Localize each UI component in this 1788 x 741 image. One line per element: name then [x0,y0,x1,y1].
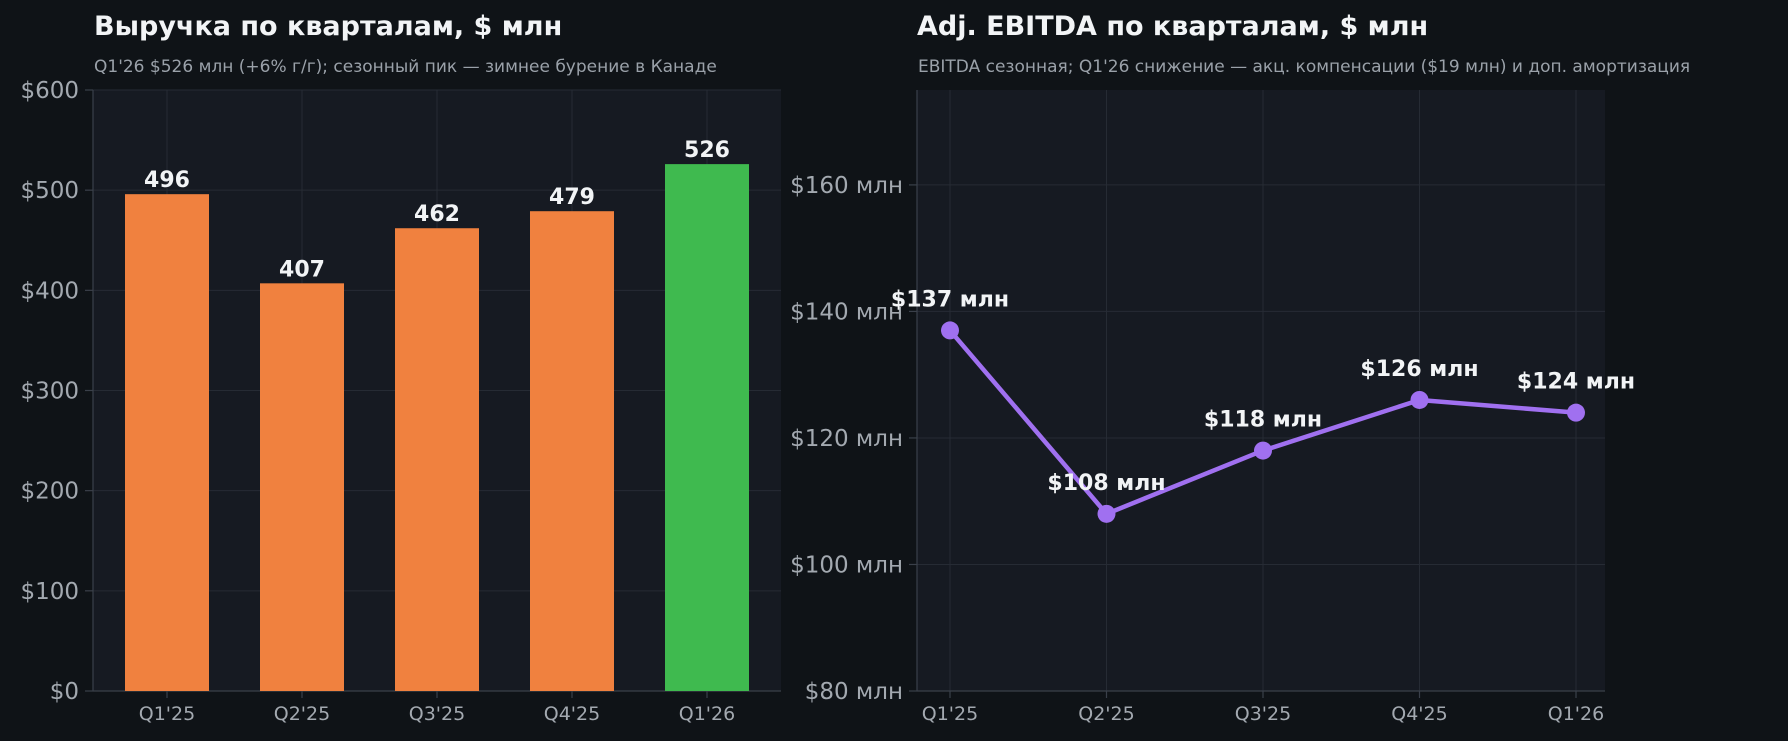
revenue-ytick-label: $0 [50,679,79,705]
ebitda-chart-subtitle: EBITDA сезонная; Q1'26 снижение — акц. к… [918,57,1690,77]
ebitda-xtick-label: Q3'25 [1235,703,1291,725]
revenue-bar-label: 479 [549,185,595,210]
revenue-bar [125,194,209,691]
ebitda-chart-title: Adj. EBITDA по кварталам, $ млн [917,11,1428,42]
revenue-bar [530,211,614,691]
revenue-ytick-label: $500 [20,178,79,204]
ebitda-point [1097,504,1116,523]
revenue-bar-label: 407 [279,257,325,282]
revenue-xtick-label: Q1'25 [139,703,195,725]
revenue-bar-label: 462 [414,202,460,227]
revenue-bar-label: 526 [684,138,730,163]
ebitda-point [941,321,959,340]
revenue-ytick-label: $400 [20,278,79,304]
revenue-ytick-label: $100 [20,579,79,605]
ebitda-chart: Adj. EBITDA по кварталам, $ млн EBITDA с… [790,11,1690,725]
ebitda-ytick-label: $140 млн [790,299,903,325]
revenue-xtick-label: Q1'26 [679,703,735,725]
ebitda-point [1254,441,1272,460]
ebitda-point-label: $108 млн [1047,471,1165,496]
revenue-bar [395,228,479,692]
ebitda-point-label: $118 млн [1204,408,1322,433]
revenue-chart-title: Выручка по кварталам, $ млн [94,11,562,42]
ebitda-ytick-label: $80 млн [805,679,903,705]
ebitda-point [1567,403,1585,422]
revenue-chart: Выручка по кварталам, $ млн Q1'26 $526 м… [20,11,781,725]
ebitda-ytick-label: $120 млн [790,426,903,452]
revenue-ytick-label: $600 [20,78,79,104]
ebitda-series: $137 млн $108 млн $118 млн $126 млн $124 млн [891,287,1635,523]
revenue-bar-label: 496 [144,168,190,193]
revenue-xtick-label: Q3'25 [409,703,465,725]
revenue-bar [665,164,749,691]
revenue-ytick-label: $200 [20,479,79,505]
revenue-xtick-label: Q2'25 [274,703,330,725]
ebitda-axes: $80 млн $100 млн $120 млн $140 млн $160 млн Q… [790,90,1605,725]
ebitda-point-label: $137 млн [891,287,1009,312]
ebitda-point-label: $124 млн [1517,370,1635,395]
ebitda-xtick-label: Q2'25 [1078,703,1134,725]
ebitda-ytick-label: $160 млн [790,173,903,199]
ebitda-point-label: $126 млн [1360,357,1478,382]
revenue-bars: 496 407 462 479 526 [125,138,749,692]
ebitda-xtick-label: Q1'26 [1548,703,1604,725]
revenue-ytick-label: $300 [20,379,79,405]
ebitda-ytick-label: $100 млн [790,552,903,578]
revenue-chart-subtitle: Q1'26 $526 млн (+6% г/г); сезонный пик —… [94,57,717,77]
ebitda-plot-area [917,90,1605,691]
ebitda-point [1410,390,1429,409]
revenue-bar [260,283,344,691]
ebitda-xtick-label: Q1'25 [922,703,978,725]
revenue-xtick-label: Q4'25 [544,703,600,725]
ebitda-xtick-label: Q4'25 [1391,703,1447,725]
